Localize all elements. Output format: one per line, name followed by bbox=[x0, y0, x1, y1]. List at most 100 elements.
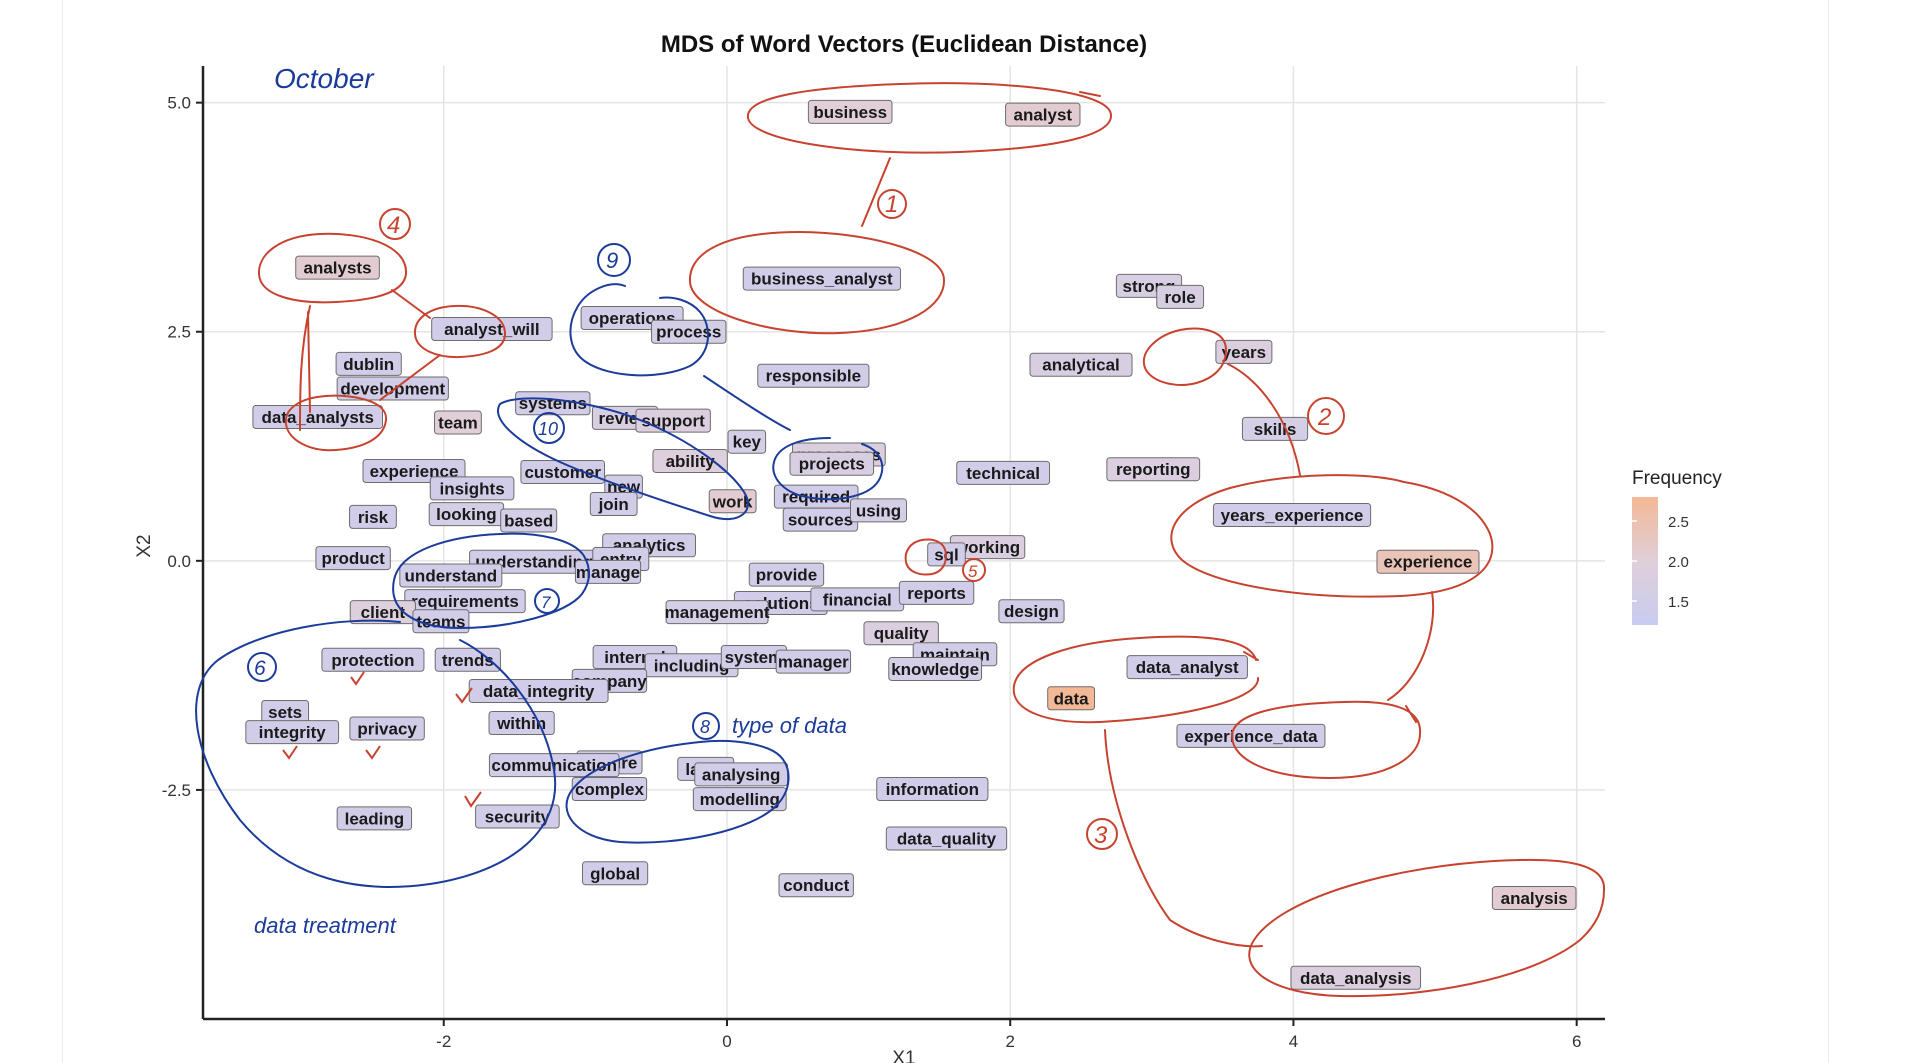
point-label-management: management bbox=[665, 600, 770, 625]
point-label-information: information bbox=[876, 776, 989, 801]
ellipse-operations bbox=[569, 283, 710, 377]
point-label-box bbox=[742, 266, 901, 291]
point-label-box bbox=[1047, 686, 1096, 711]
ellipse-experience-data bbox=[1230, 700, 1422, 780]
point-label-text: understand bbox=[405, 566, 498, 585]
ellipse-data-analyst bbox=[1012, 635, 1260, 724]
point-label-text: product bbox=[321, 549, 385, 568]
point-label-text: risk bbox=[358, 508, 389, 527]
point-label-text: experience_data bbox=[1184, 727, 1318, 746]
point-label-box bbox=[336, 376, 449, 401]
point-label-text: complex bbox=[575, 780, 645, 799]
point-label-experience-data: experience_data bbox=[1176, 723, 1326, 748]
point-label-box bbox=[475, 804, 560, 829]
point-label-text: team bbox=[438, 413, 478, 432]
point-label-looking: looking bbox=[428, 502, 505, 527]
point-label-text: client bbox=[361, 603, 406, 622]
point-label-text: using bbox=[856, 501, 901, 520]
ellipse-years bbox=[1142, 327, 1228, 386]
point-label-modelling: modelling bbox=[692, 787, 787, 812]
point-label-analyst: analyst bbox=[1005, 102, 1081, 127]
point-label-text: systems bbox=[519, 394, 587, 413]
point-label-text: management bbox=[665, 603, 770, 622]
point-label-years-experience: years_experience bbox=[1212, 503, 1372, 528]
point-label-text: data_analysis bbox=[1300, 969, 1412, 988]
point-label-text: analysing bbox=[702, 765, 780, 784]
annotation-october: October bbox=[274, 63, 375, 94]
checkmark bbox=[464, 791, 482, 808]
point-label-role: role bbox=[1156, 284, 1205, 309]
annotation-num-6: 6 bbox=[254, 657, 266, 680]
point-label-business: business bbox=[807, 99, 893, 124]
point-label-box bbox=[998, 599, 1065, 624]
point-label-text: analysts bbox=[304, 259, 372, 278]
point-label-text: protection bbox=[331, 651, 414, 670]
point-label-text: requirements bbox=[411, 592, 519, 611]
point-label-global: global bbox=[582, 861, 649, 886]
point-label-analysts: analysts bbox=[295, 255, 380, 280]
point-label-required: required bbox=[773, 484, 859, 509]
annotation-num-9: 9 bbox=[606, 248, 618, 273]
point-label-text: data_analyst bbox=[1136, 658, 1239, 677]
point-label-leading: leading bbox=[336, 806, 413, 831]
point-label-using: using bbox=[850, 498, 908, 523]
point-label-text: integrity bbox=[259, 723, 327, 742]
point-label-data-analysts: data_analysts bbox=[252, 404, 384, 429]
point-label-data-analyst: data_analyst bbox=[1126, 655, 1248, 680]
annotation-type-of-data: type of data bbox=[732, 713, 847, 738]
blue-ink-annotations bbox=[195, 243, 884, 888]
point-label-text: global bbox=[590, 864, 640, 883]
legend-tick-label: 1.5 bbox=[1668, 594, 1689, 611]
connector-2 bbox=[1227, 363, 1301, 476]
point-label-box bbox=[863, 621, 939, 646]
connector-experience-data bbox=[1387, 591, 1435, 701]
point-label-design: design bbox=[998, 599, 1065, 624]
point-label-box bbox=[775, 649, 852, 674]
page-sheet bbox=[62, 0, 1829, 1063]
point-label-box bbox=[1029, 352, 1133, 377]
point-label-text: experience bbox=[1384, 553, 1473, 572]
point-label-text: system bbox=[725, 648, 784, 667]
point-label-years: years bbox=[1215, 339, 1273, 364]
circle-num-7 bbox=[534, 588, 560, 614]
point-label-text: process bbox=[656, 323, 721, 342]
point-label-technical: technical bbox=[956, 460, 1051, 485]
point-label-text: manager bbox=[778, 653, 849, 672]
point-label-box bbox=[876, 776, 989, 801]
ellipse-business-analyst bbox=[746, 82, 1113, 154]
point-label-box bbox=[1241, 416, 1309, 441]
legend-tick-label: 2.5 bbox=[1668, 514, 1689, 531]
point-label-team: team bbox=[434, 410, 482, 435]
annotation-num-3: 3 bbox=[1094, 822, 1108, 849]
point-label-text: data_quality bbox=[897, 829, 997, 848]
point-label-box bbox=[574, 559, 642, 584]
annotation-num-8: 8 bbox=[700, 717, 710, 737]
y-axis-title: X2 bbox=[134, 534, 155, 557]
point-label-text: insights bbox=[439, 479, 504, 498]
point-label-box bbox=[898, 580, 975, 605]
point-label-provide: provide bbox=[748, 562, 825, 587]
point-label-box bbox=[778, 873, 854, 898]
point-label-box bbox=[1005, 102, 1081, 127]
ellipse-years-experience bbox=[1170, 474, 1494, 598]
point-label-analysis: analysis bbox=[1491, 886, 1577, 911]
point-label-text: work bbox=[712, 492, 753, 511]
point-label-box bbox=[245, 720, 340, 745]
point-label-box bbox=[885, 826, 1008, 851]
point-label-text: privacy bbox=[357, 720, 417, 739]
point-label-box bbox=[1126, 655, 1248, 680]
point-label-knowledge: knowledge bbox=[888, 656, 983, 681]
point-label-box bbox=[429, 476, 515, 501]
circle-num-3 bbox=[1086, 818, 1118, 850]
point-label-box bbox=[807, 99, 893, 124]
point-label-support: support bbox=[635, 408, 711, 433]
annotation-num-4: 4 bbox=[387, 212, 400, 239]
point-label-within: within bbox=[488, 711, 555, 736]
point-label-ability: ability bbox=[652, 448, 728, 473]
ellipse-sql bbox=[904, 538, 948, 576]
circle-num-10 bbox=[533, 412, 565, 444]
frequency-legend: Frequency 2.5 2.0 1.5 bbox=[1632, 468, 1722, 625]
ellipse-type-of-data bbox=[565, 739, 790, 844]
point-label-privacy: privacy bbox=[349, 716, 425, 741]
point-label-data-analysis: data_analysis bbox=[1290, 965, 1422, 990]
